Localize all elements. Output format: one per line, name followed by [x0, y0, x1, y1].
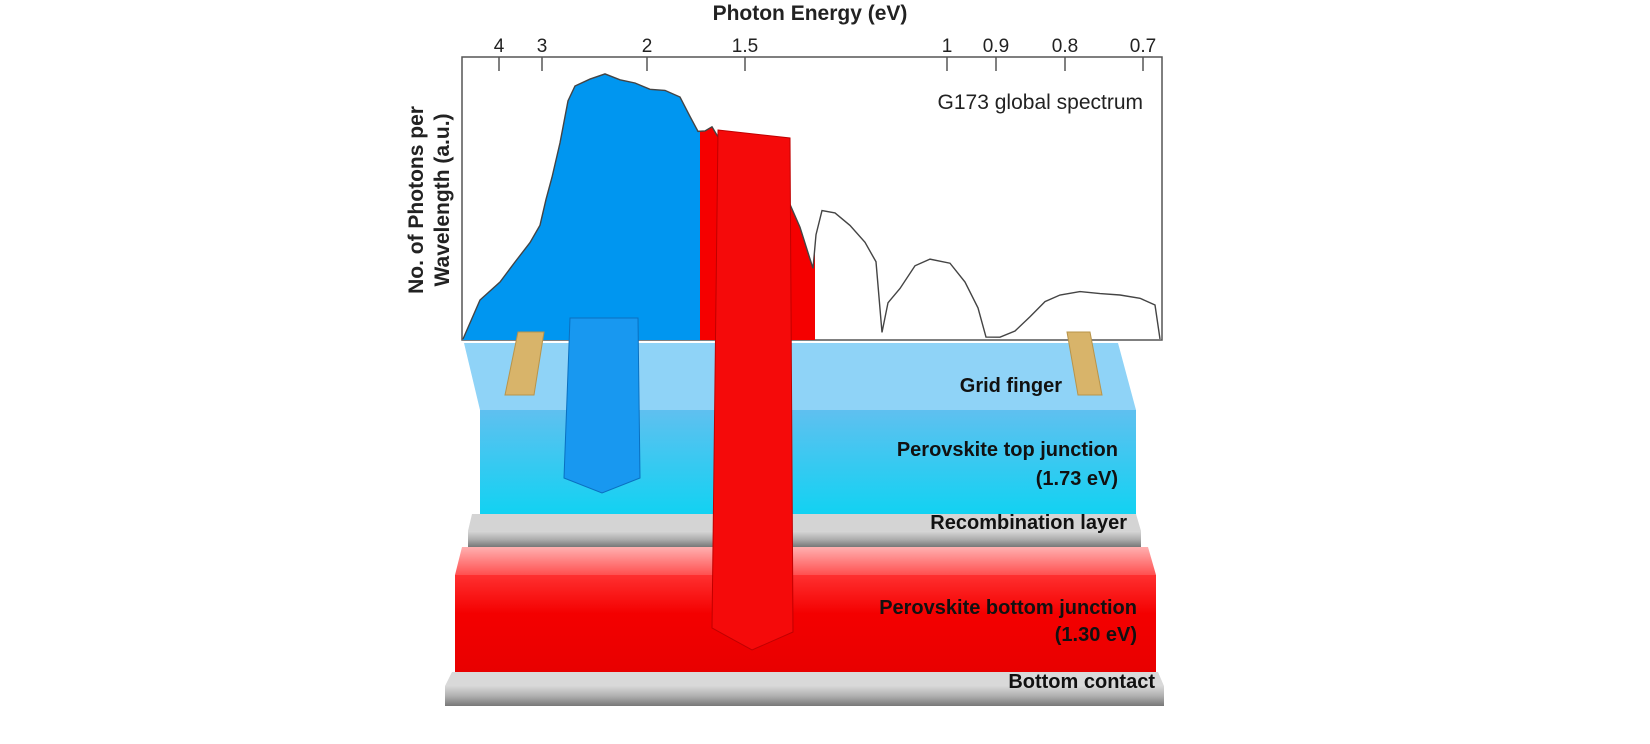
- tick-label: 2: [642, 36, 653, 57]
- bottom-contact-layer: [445, 672, 1164, 706]
- tick-label: 0.9: [983, 36, 1009, 57]
- spectrum-fill-top-junction: [463, 73, 700, 340]
- tick-label: 3: [537, 36, 548, 57]
- tick-label: 4: [494, 36, 505, 57]
- tick-label: 1: [942, 36, 953, 57]
- y-axis-title-line1: No. of Photons per: [405, 106, 428, 294]
- tick-label: 0.8: [1052, 36, 1078, 57]
- bottom-junction-layer: [455, 547, 1156, 672]
- label-bottom-contact: Bottom contact: [1008, 671, 1155, 693]
- label-recombination: Recombination layer: [930, 512, 1127, 534]
- red-photon-arrow: [711, 129, 794, 651]
- grid-finger-right: [1066, 331, 1103, 396]
- y-axis-title-line2: Wavelength (a.u.): [431, 113, 454, 286]
- label-bottom-junction-gap: (1.30 eV): [1055, 624, 1137, 646]
- tick-label: 1.5: [732, 36, 758, 57]
- spectrum-line: [462, 73, 1161, 340]
- label-bottom-junction: Perovskite bottom junction: [879, 597, 1137, 619]
- spectrum-annotation: G173 global spectrum: [938, 91, 1143, 114]
- top-axis-ticks: 4 3 2 1.5 1 0.9 0.8 0.7: [494, 36, 1156, 71]
- recombination-layer: [468, 514, 1141, 547]
- blue-photon-arrow: [563, 317, 641, 494]
- y-axis-title: No. of Photons per Wavelength (a.u.): [405, 106, 454, 294]
- label-grid-finger: Grid finger: [960, 375, 1062, 397]
- label-top-junction-gap: (1.73 eV): [1036, 468, 1118, 490]
- top-axis-title: Photon Energy (eV): [713, 2, 908, 25]
- tick-label: 0.7: [1130, 36, 1156, 57]
- label-top-junction: Perovskite top junction: [897, 439, 1118, 461]
- grid-finger-left: [504, 331, 545, 396]
